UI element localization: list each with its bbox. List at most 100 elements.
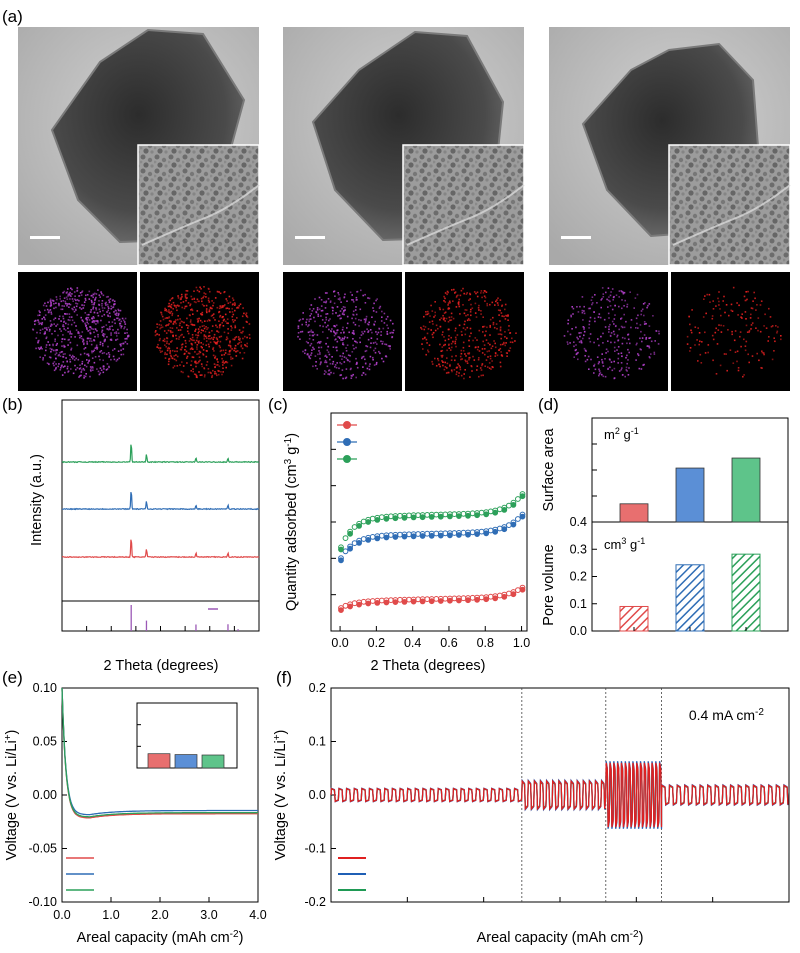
- xrd-line-azc-1000: [62, 444, 260, 464]
- bet-chart: 2 Theta (degrees) Quantity adsorbed (cm3…: [283, 412, 530, 674]
- panel-label-c: (c): [268, 395, 288, 414]
- eds-map-ag: [671, 272, 790, 391]
- pore-ytick-label: 0.3: [570, 542, 587, 556]
- bet-point-ads: [383, 534, 390, 541]
- bet-point-ads: [347, 530, 354, 537]
- tem-images: [18, 27, 791, 391]
- bet-point: [369, 534, 376, 540]
- tem-sample-2: [283, 27, 525, 391]
- bet-point-ads: [383, 515, 390, 522]
- eds-map-ag: [140, 272, 259, 391]
- bet-legend-marker: [343, 421, 351, 429]
- inset-bar-2: [174, 754, 198, 769]
- bet-point-ads: [447, 513, 453, 520]
- pore-ytick-label: 0.1: [570, 597, 587, 611]
- bet-point-ads: [510, 502, 517, 508]
- bet-point: [515, 587, 521, 593]
- hrtem-edge: [141, 184, 260, 246]
- hrtem-edge: [406, 184, 525, 246]
- rate-ytick-label: -0.2: [304, 895, 326, 909]
- bet-point-ads: [519, 513, 526, 520]
- pore-ytick-label: 0.0: [570, 624, 587, 638]
- scale-bar: [561, 236, 591, 239]
- bet-point-ads: [456, 597, 462, 604]
- xrd-ylabel: Intensity (a.u.): [29, 454, 45, 546]
- scale-bar: [295, 236, 325, 239]
- bet-point: [378, 514, 385, 520]
- surface-ylabel: Surface area: [541, 428, 557, 512]
- xrd-xlabel: 2 Theta (degrees): [104, 658, 219, 674]
- eds-map-zn: [283, 272, 402, 391]
- bet-xlabel: 2 Theta (degrees): [371, 658, 486, 674]
- bet-legend-marker: [343, 438, 351, 446]
- eds-map-ag: [405, 272, 524, 391]
- bet-point-ads: [519, 493, 526, 500]
- bet-point-ads: [383, 599, 390, 606]
- nuc-xtick-label: 2.0: [151, 908, 168, 922]
- tem-sample-1: [18, 27, 260, 391]
- hrtem-inset: [402, 144, 525, 266]
- bet-point-ads: [410, 514, 417, 521]
- rate-ytick-label: 0.1: [309, 735, 326, 749]
- bet-point: [369, 515, 376, 522]
- bet-point-ads: [474, 596, 481, 603]
- nuc-ytick-label: -0.10: [29, 895, 58, 909]
- bet-point-ads: [401, 514, 408, 521]
- hrtem-inset: [668, 144, 791, 266]
- bet-point-ads: [419, 598, 426, 605]
- nuc-line-azc-1000: [61, 687, 258, 818]
- panel-label-b: (b): [2, 395, 23, 414]
- xrd-chart: 2 Theta (degrees) Intensity (a.u.): [29, 399, 260, 674]
- bet-point-ads: [465, 512, 471, 519]
- bet-point-ads: [510, 521, 517, 528]
- bet-xtick-label: 0.2: [368, 636, 385, 650]
- scale-bar: [30, 236, 60, 239]
- bet-point-ads: [338, 607, 344, 613]
- bet-point-ads: [410, 533, 417, 540]
- nuc-xtick-label: 0.0: [53, 908, 70, 922]
- nuc-ytick-label: 0.05: [33, 735, 57, 749]
- bet-point-ads: [428, 598, 435, 605]
- bet-point-ads: [428, 514, 435, 520]
- eds-map-background: [405, 272, 524, 391]
- bet-point-ads: [437, 532, 444, 539]
- surface-bar-3: [731, 457, 761, 523]
- pore-ylabel: Pore volume: [541, 544, 557, 625]
- bet-point: [342, 535, 349, 541]
- bet-xtick-label: 0.8: [477, 636, 494, 650]
- surface-unit: m2 g-1: [604, 426, 639, 442]
- rate-ylabel: Voltage (V vs. Li/Li+): [272, 730, 290, 861]
- bet-xtick-label: 0.6: [440, 636, 457, 650]
- bet-point: [515, 496, 521, 502]
- bet-point-ads: [437, 513, 444, 520]
- bet-point-ads: [483, 511, 490, 518]
- bet-point-ads: [401, 599, 408, 605]
- nuc-xtick-label: 3.0: [200, 908, 217, 922]
- nuc-ytick-label: 0.10: [33, 681, 57, 695]
- surface-bar-1: [619, 503, 649, 523]
- bet-point-ads: [392, 515, 399, 522]
- rate-xlabel: Areal capacity (mAh cm-2): [477, 929, 644, 947]
- bet-point-ads: [501, 526, 508, 533]
- bet-point-ads: [365, 600, 372, 607]
- nuc-ytick-label: -0.05: [29, 842, 58, 856]
- pore-unit: cm3 g-1: [604, 536, 645, 552]
- bet-point-ads: [419, 514, 426, 521]
- bet-point-ads: [510, 591, 517, 598]
- bet-point-ads: [456, 532, 462, 538]
- surface-pore-chart: Surface area Pore volume m2 g-1 cm3 g-1 …: [541, 417, 789, 638]
- nuc-ylabel: Voltage (V vs. Li/Li+): [3, 730, 21, 861]
- panel-label-f: (f): [276, 668, 292, 687]
- nucleation-chart: Areal capacity (mAh cm-2) Voltage (V vs.…: [3, 681, 267, 946]
- bet-point-ads: [356, 601, 363, 608]
- xrd-line-azc-900: [62, 492, 260, 511]
- inset-bar-3: [201, 754, 225, 769]
- xrd-line-azc-800: [61, 539, 260, 559]
- pore-bar-3: [731, 553, 761, 632]
- eds-map-background: [671, 272, 790, 391]
- hrtem-edge: [672, 184, 791, 246]
- bet-legend-marker: [343, 455, 351, 463]
- bet-point-ads: [492, 528, 499, 535]
- bet-point-ads: [410, 598, 417, 605]
